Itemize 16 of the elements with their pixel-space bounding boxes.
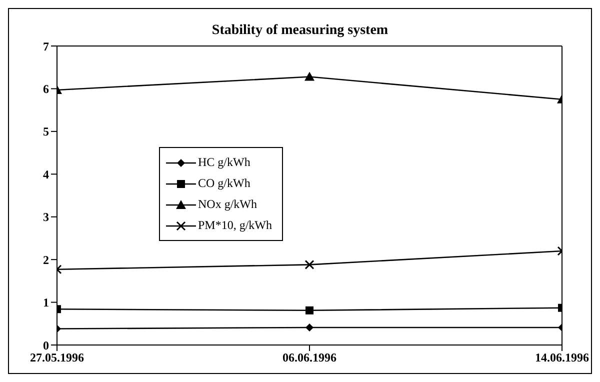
legend-label: HC g/kWh <box>198 155 250 170</box>
chart-title: Stability of measuring system <box>210 23 390 39</box>
y-tick-label: 5 <box>43 124 49 139</box>
legend-label: PM*10, g/kWh <box>198 218 272 233</box>
y-tick-label: 6 <box>43 82 49 96</box>
y-tick-label: 0 <box>43 338 49 352</box>
y-tick-label: 4 <box>43 167 49 182</box>
y-tick-label: 7 <box>43 39 49 54</box>
x-tick-label: 06.06.1996 <box>282 350 336 365</box>
legend-label: NOx g/kWh <box>198 197 257 212</box>
x-tick-label: 14.06.1996 <box>535 350 589 365</box>
legend-label: CO g/kWh <box>198 176 250 191</box>
y-tick-label: 3 <box>43 210 49 224</box>
x-tick-label: 27.05.1996 <box>30 350 84 365</box>
y-tick-label: 2 <box>43 252 49 267</box>
y-tick-label: 1 <box>43 296 49 310</box>
